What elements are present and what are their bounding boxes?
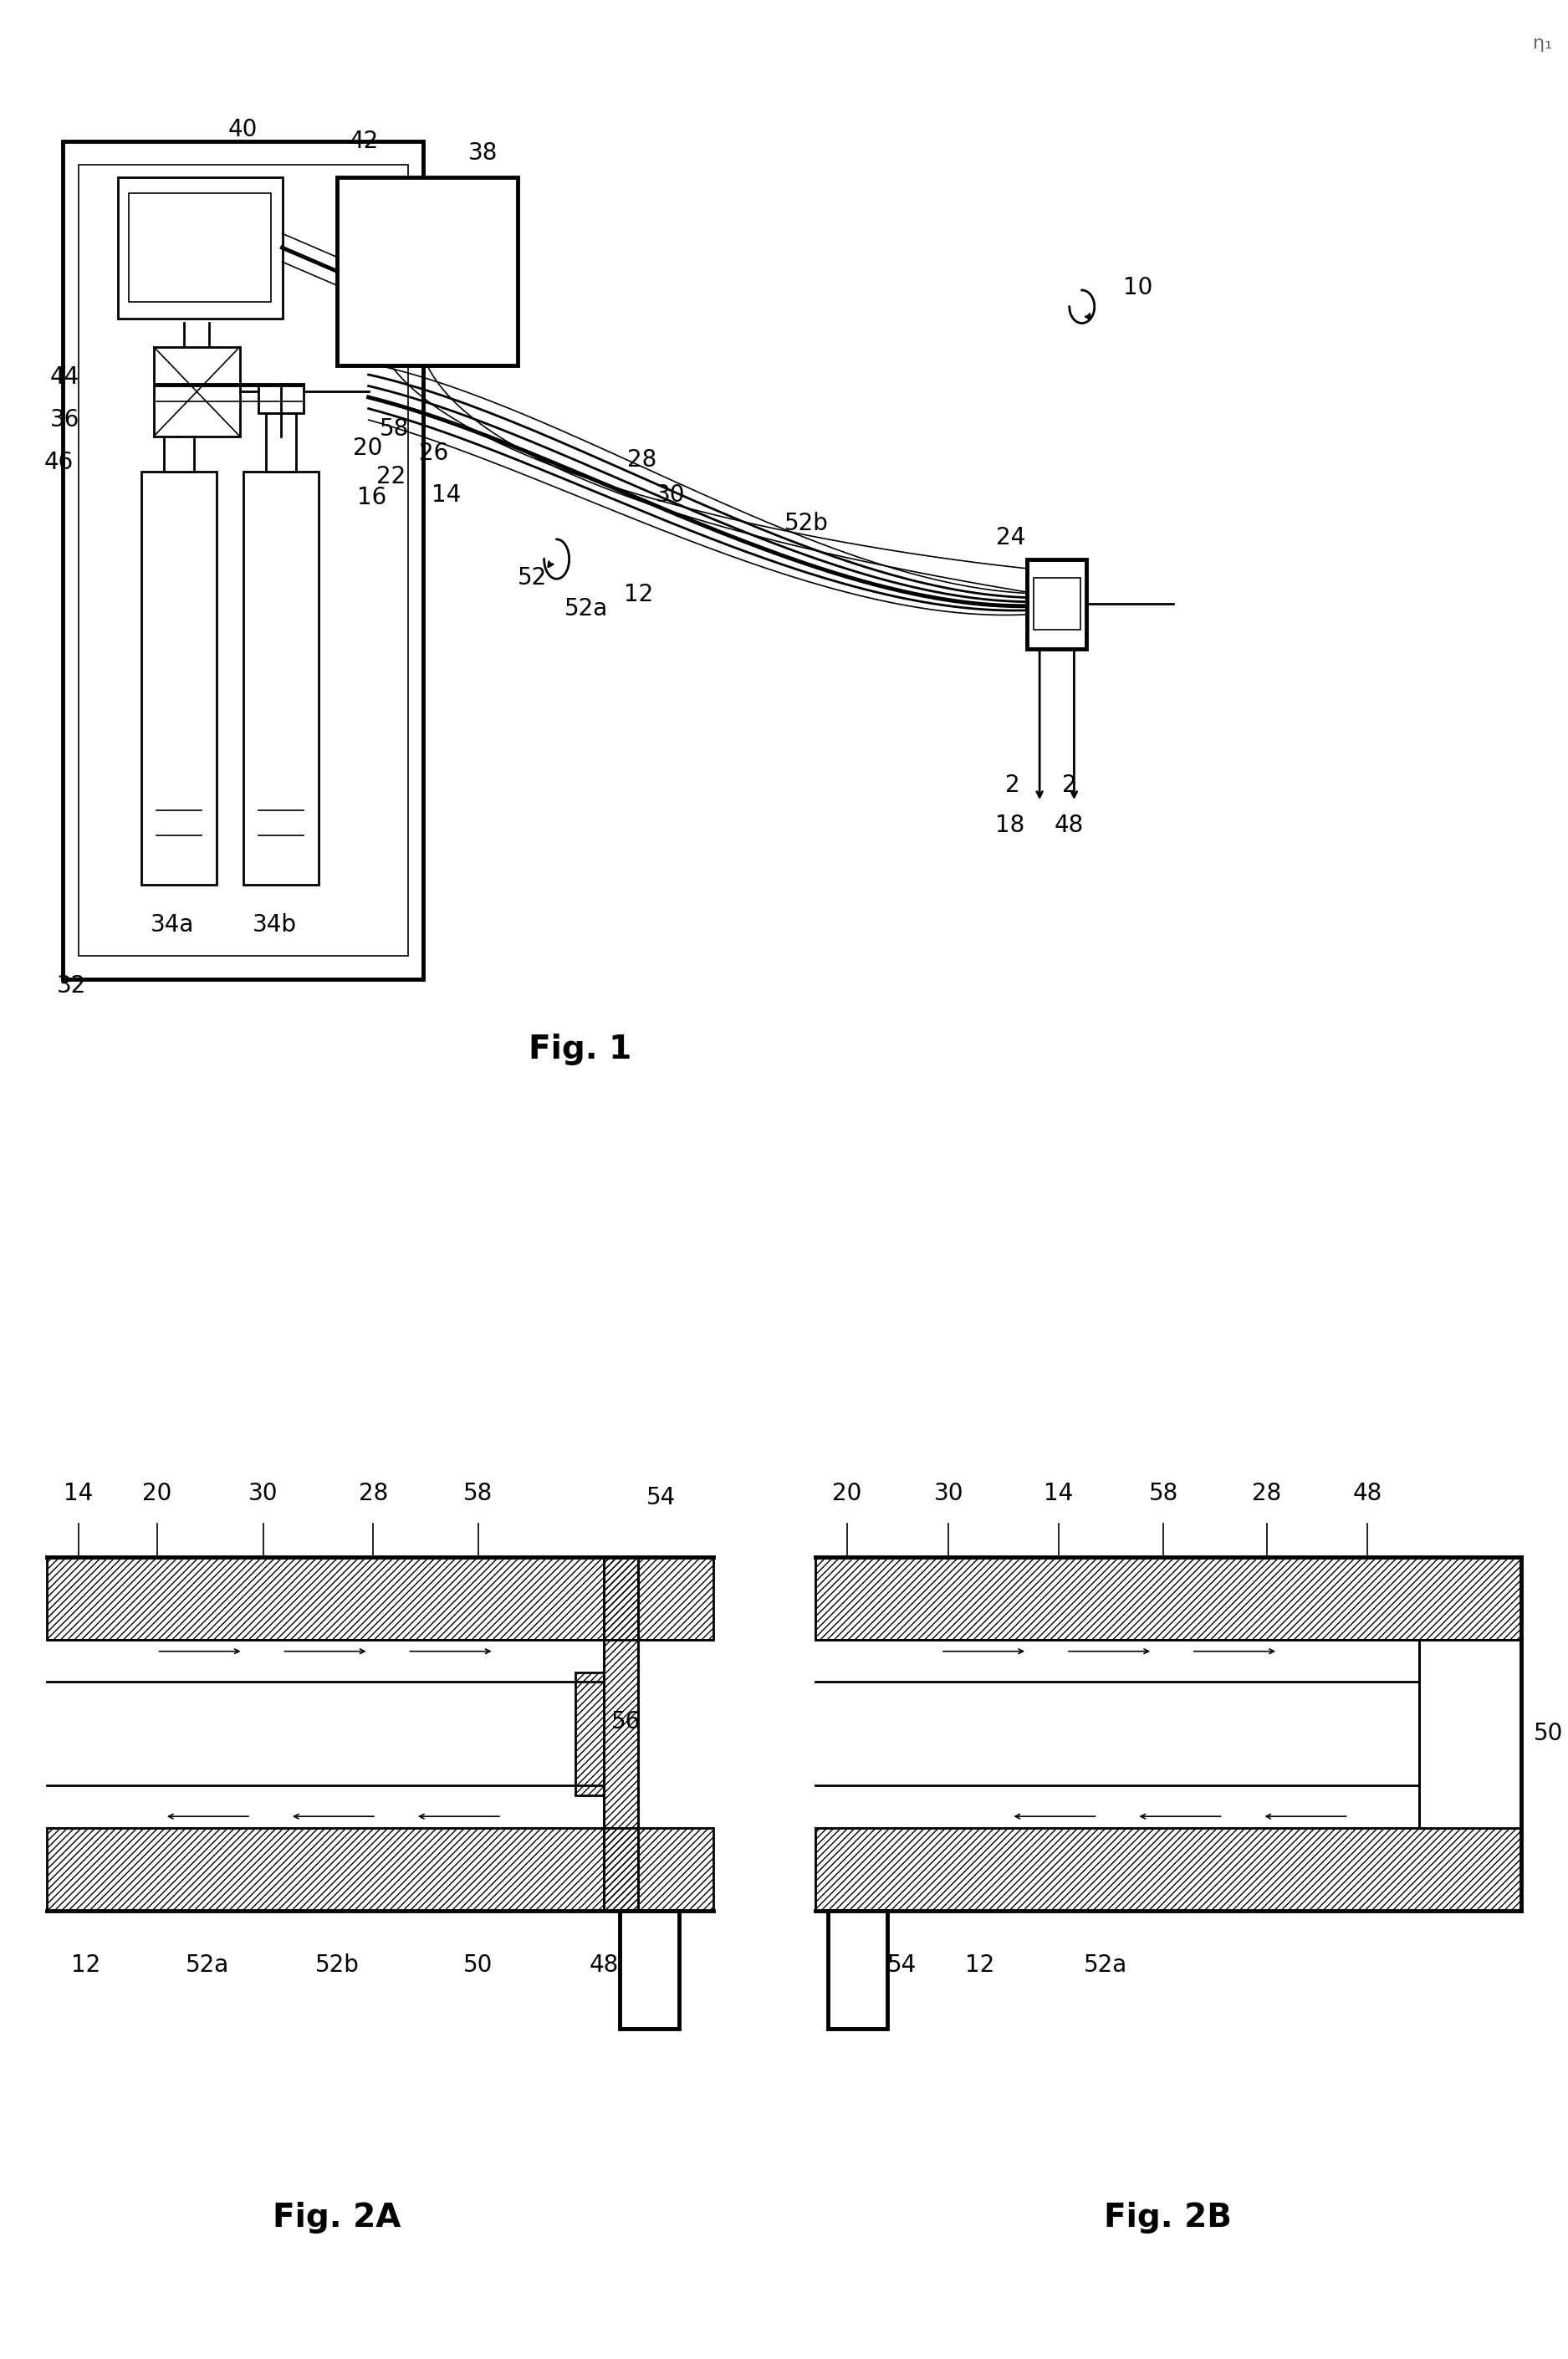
Text: 40: 40 xyxy=(229,118,257,142)
Text: 46: 46 xyxy=(44,451,74,474)
Bar xyxy=(163,413,194,472)
Text: 12: 12 xyxy=(624,583,654,606)
Text: 52: 52 xyxy=(517,566,547,590)
Bar xyxy=(1033,578,1080,630)
Text: 16: 16 xyxy=(358,486,387,510)
Bar xyxy=(619,1911,679,2029)
Text: 52a: 52a xyxy=(564,597,608,620)
Text: 30: 30 xyxy=(655,484,685,507)
Text: 38: 38 xyxy=(469,142,497,165)
Bar xyxy=(118,177,282,318)
Bar xyxy=(337,177,517,366)
Bar xyxy=(575,1673,604,1795)
Text: 34b: 34b xyxy=(252,913,296,937)
Text: 20: 20 xyxy=(353,436,383,460)
Text: 48: 48 xyxy=(590,1953,618,1977)
Text: 12: 12 xyxy=(72,1953,100,1977)
Text: 10: 10 xyxy=(1123,276,1152,300)
Text: 14: 14 xyxy=(431,484,461,507)
Bar xyxy=(243,472,318,885)
Text: 28: 28 xyxy=(1253,1481,1281,1505)
Text: 50: 50 xyxy=(1035,559,1065,583)
Text: 52a: 52a xyxy=(1083,1953,1127,1977)
Text: 52b: 52b xyxy=(315,1953,359,1977)
Text: 22: 22 xyxy=(376,465,406,488)
Text: 58: 58 xyxy=(1149,1481,1178,1505)
Text: 52a: 52a xyxy=(185,1953,229,1977)
Text: 18: 18 xyxy=(996,814,1024,837)
Bar xyxy=(47,1828,713,1911)
Bar xyxy=(815,1557,1521,1640)
Text: 58: 58 xyxy=(464,1481,492,1505)
Text: 20: 20 xyxy=(833,1481,861,1505)
Bar xyxy=(815,1828,1521,1911)
Text: 20: 20 xyxy=(143,1481,171,1505)
Bar xyxy=(129,193,271,302)
Bar xyxy=(157,385,201,413)
Text: Fig. 2B: Fig. 2B xyxy=(1104,2201,1232,2234)
Text: 30: 30 xyxy=(935,1481,963,1505)
Bar xyxy=(154,347,240,436)
Text: 28: 28 xyxy=(627,448,657,472)
Text: 54: 54 xyxy=(887,1953,916,1977)
Bar xyxy=(828,1911,887,2029)
Text: 44: 44 xyxy=(50,366,80,389)
Text: 2: 2 xyxy=(1005,774,1021,797)
Text: 36: 36 xyxy=(50,408,80,432)
Text: 14: 14 xyxy=(64,1481,93,1505)
Text: 28: 28 xyxy=(359,1481,387,1505)
Bar xyxy=(259,385,303,413)
Bar xyxy=(815,1682,1419,1786)
Text: 24: 24 xyxy=(996,526,1025,550)
Text: 52b: 52b xyxy=(836,1953,880,1977)
Text: 42: 42 xyxy=(350,130,378,153)
Text: 32: 32 xyxy=(56,974,86,998)
Text: 56: 56 xyxy=(612,1710,641,1734)
Bar xyxy=(604,1557,638,1911)
Text: 58: 58 xyxy=(379,418,409,441)
Bar xyxy=(63,142,423,979)
Text: η₁: η₁ xyxy=(1534,35,1552,52)
Text: 26: 26 xyxy=(419,441,448,465)
Bar xyxy=(265,413,296,472)
Bar xyxy=(1027,559,1087,649)
Text: 54: 54 xyxy=(646,1486,676,1510)
Text: 50: 50 xyxy=(464,1953,492,1977)
Bar xyxy=(47,1682,604,1786)
Text: 12: 12 xyxy=(966,1953,994,1977)
Bar xyxy=(1419,1640,1521,1828)
Text: 2: 2 xyxy=(1062,774,1077,797)
Text: 50: 50 xyxy=(1534,1722,1563,1746)
Text: 48: 48 xyxy=(1353,1481,1381,1505)
Text: 14: 14 xyxy=(1044,1481,1073,1505)
Bar xyxy=(47,1557,713,1640)
Bar xyxy=(78,165,408,955)
Text: 48: 48 xyxy=(1055,814,1083,837)
Bar xyxy=(141,472,216,885)
Text: 34a: 34a xyxy=(151,913,194,937)
Text: 52b: 52b xyxy=(784,512,828,535)
Text: 30: 30 xyxy=(249,1481,278,1505)
Text: Fig. 2A: Fig. 2A xyxy=(273,2201,401,2234)
Text: Fig. 1: Fig. 1 xyxy=(528,1033,632,1066)
